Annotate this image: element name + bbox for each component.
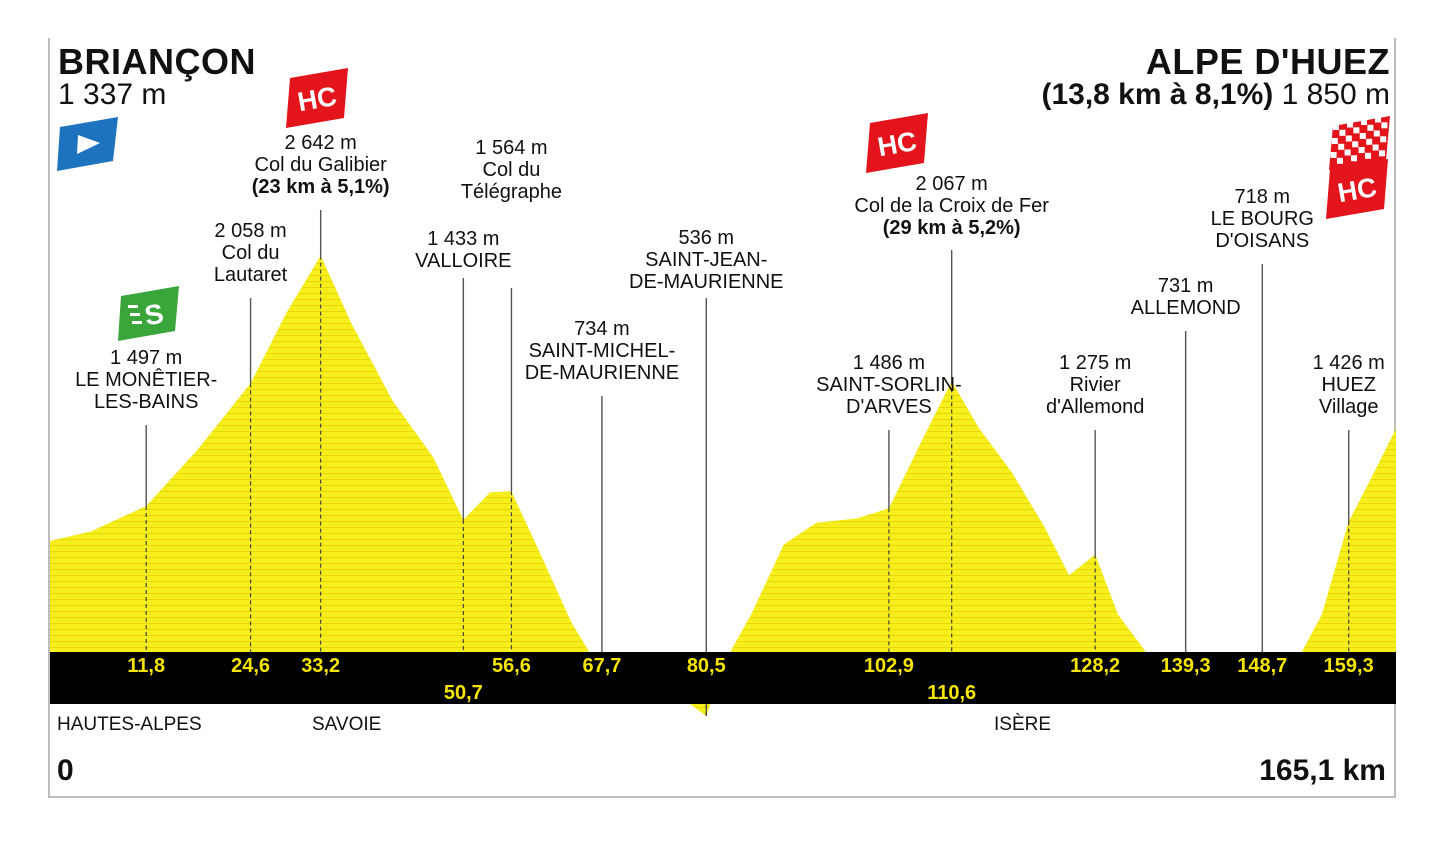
point-name: Village	[1318, 396, 1379, 418]
finish-town-name: ALPE D'HUEZ	[1145, 41, 1390, 82]
point-name: Col du Galibier	[254, 154, 387, 176]
point-name: SAINT-MICHEL-	[528, 340, 676, 362]
finish-checkered-flag-icon	[1329, 116, 1390, 170]
point-altitude: 1 497 m	[110, 347, 183, 369]
point-name: D'ARVES	[846, 396, 932, 418]
point-name: d'Allemond	[1045, 396, 1145, 418]
point-name: LE MONÊTIER-	[75, 369, 218, 391]
point-name: Col de la Croix de Fer	[854, 195, 1049, 217]
point-name: HUEZ	[1321, 374, 1376, 396]
km-marker: 148,7	[1237, 655, 1288, 677]
point-label: 1 486 m SAINT-SORLIN- D'ARVES	[816, 352, 962, 418]
km-marker: 24,6	[231, 655, 271, 677]
sprint-badge-label: S	[142, 298, 166, 332]
point-climb: (23 km à 5,1%)	[251, 176, 390, 198]
hc-climb-icon: HC	[1326, 159, 1388, 219]
hc-badge-label: HC	[295, 81, 339, 117]
point-name: DE-MAURIENNE	[629, 271, 784, 293]
point-name: DE-MAURIENNE	[524, 362, 680, 384]
point-altitude: 718 m	[1234, 186, 1291, 208]
start-altitude: 1 337 m	[58, 78, 167, 111]
point-name: ALLEMOND	[1130, 297, 1241, 319]
km-marker: 11,8	[127, 655, 166, 677]
profile-frame	[48, 38, 1396, 798]
km-marker: 139,3	[1160, 655, 1211, 677]
region-savoie: SAVOIE	[312, 714, 382, 735]
point-altitude: 1 275 m	[1059, 352, 1132, 374]
km-marker: 102,9	[863, 655, 914, 677]
point-name: SAINT-JEAN-	[645, 249, 768, 271]
point-altitude: 1 433 m	[427, 228, 500, 250]
point-label: 734 m SAINT-MICHEL- DE-MAURIENNE	[525, 318, 679, 384]
point-label: 536 m SAINT-JEAN- DE-MAURIENNE	[629, 227, 783, 293]
finish-climb: (13,8 km à 8,1%)	[1041, 78, 1274, 111]
km-marker: 110,6	[927, 682, 977, 704]
point-altitude: 731 m	[1157, 275, 1214, 297]
point-climb: (29 km à 5,2%)	[882, 217, 1021, 239]
point-altitude: 2 058 m	[214, 220, 287, 242]
point-label: 2 067 m Col de la Croix de Fer (29 km à 5,…	[854, 173, 1049, 239]
point-label: 1 275 m Rivier d'Allemond	[1046, 352, 1144, 418]
finish-altitude: 1 850 m	[1281, 78, 1390, 111]
point-altitude: 1 426 m	[1312, 352, 1385, 374]
point-altitude: 2 067 m	[915, 173, 988, 195]
point-altitude: 1 564 m	[475, 137, 548, 159]
point-label: 1 426 m HUEZ Village	[1313, 352, 1385, 418]
hc-climb-icon: HC	[866, 113, 928, 173]
start-km: 0	[57, 754, 74, 787]
point-label: 1 497 m LE MONÊTIER- LES-BAINS	[75, 347, 217, 413]
hc-climb-icon: HC	[286, 68, 348, 128]
point-name: D'OISANS	[1215, 230, 1310, 252]
point-name: Lautaret	[213, 264, 288, 286]
point-name: VALLOIRE	[415, 250, 512, 272]
point-name: LE BOURG	[1210, 208, 1314, 230]
point-label: 1 564 m Col du Télégraphe	[461, 137, 562, 203]
elevation-area	[50, 255, 1396, 716]
km-marker: 67,7	[582, 655, 622, 677]
km-marker: 80,5	[686, 655, 726, 677]
km-marker: 50,7	[443, 682, 483, 704]
point-name: Rivier	[1069, 374, 1121, 396]
point-name: Télégraphe	[460, 181, 563, 203]
point-altitude: 536 m	[678, 227, 735, 249]
point-altitude: 734 m	[574, 318, 630, 340]
point-name: Col du	[221, 242, 280, 264]
point-altitude: 1 486 m	[852, 352, 926, 374]
point-label: 2 642 m Col du Galibier (23 km à 5,1%)	[252, 132, 390, 198]
point-altitude: 2 642 m	[284, 132, 357, 154]
start-flag-icon	[57, 117, 118, 171]
hc-badge-label: HC	[875, 126, 919, 162]
intermediate-sprint-icon: S	[118, 286, 179, 341]
start-town-name: BRIANÇON	[58, 41, 256, 82]
point-name: LES-BAINS	[93, 391, 199, 413]
point-label: 1 433 m VALLOIRE	[415, 228, 511, 272]
km-marker: 159,3	[1323, 655, 1374, 677]
km-strip	[50, 652, 1396, 704]
point-label: 731 m ALLEMOND	[1131, 275, 1241, 319]
point-name: SAINT-SORLIN-	[816, 374, 962, 396]
km-marker: 33,2	[301, 655, 341, 677]
region-hautes-alpes: HAUTES-ALPES	[57, 714, 202, 735]
region-isere: ISÈRE	[994, 714, 1052, 735]
hc-badge-label: HC	[1335, 172, 1379, 208]
km-marker: 128,2	[1070, 655, 1121, 677]
point-label: 718 m LE BOURG D'OISANS	[1211, 186, 1314, 252]
km-marker: 56,6	[491, 655, 531, 677]
point-label: 2 058 m Col du Lautaret	[214, 220, 287, 286]
point-name: Col du	[482, 159, 541, 181]
finish-subtitle: (13,8 km à 8,1%) 1 850 m	[1041, 80, 1390, 110]
total-distance: 165,1 km	[1259, 754, 1386, 787]
